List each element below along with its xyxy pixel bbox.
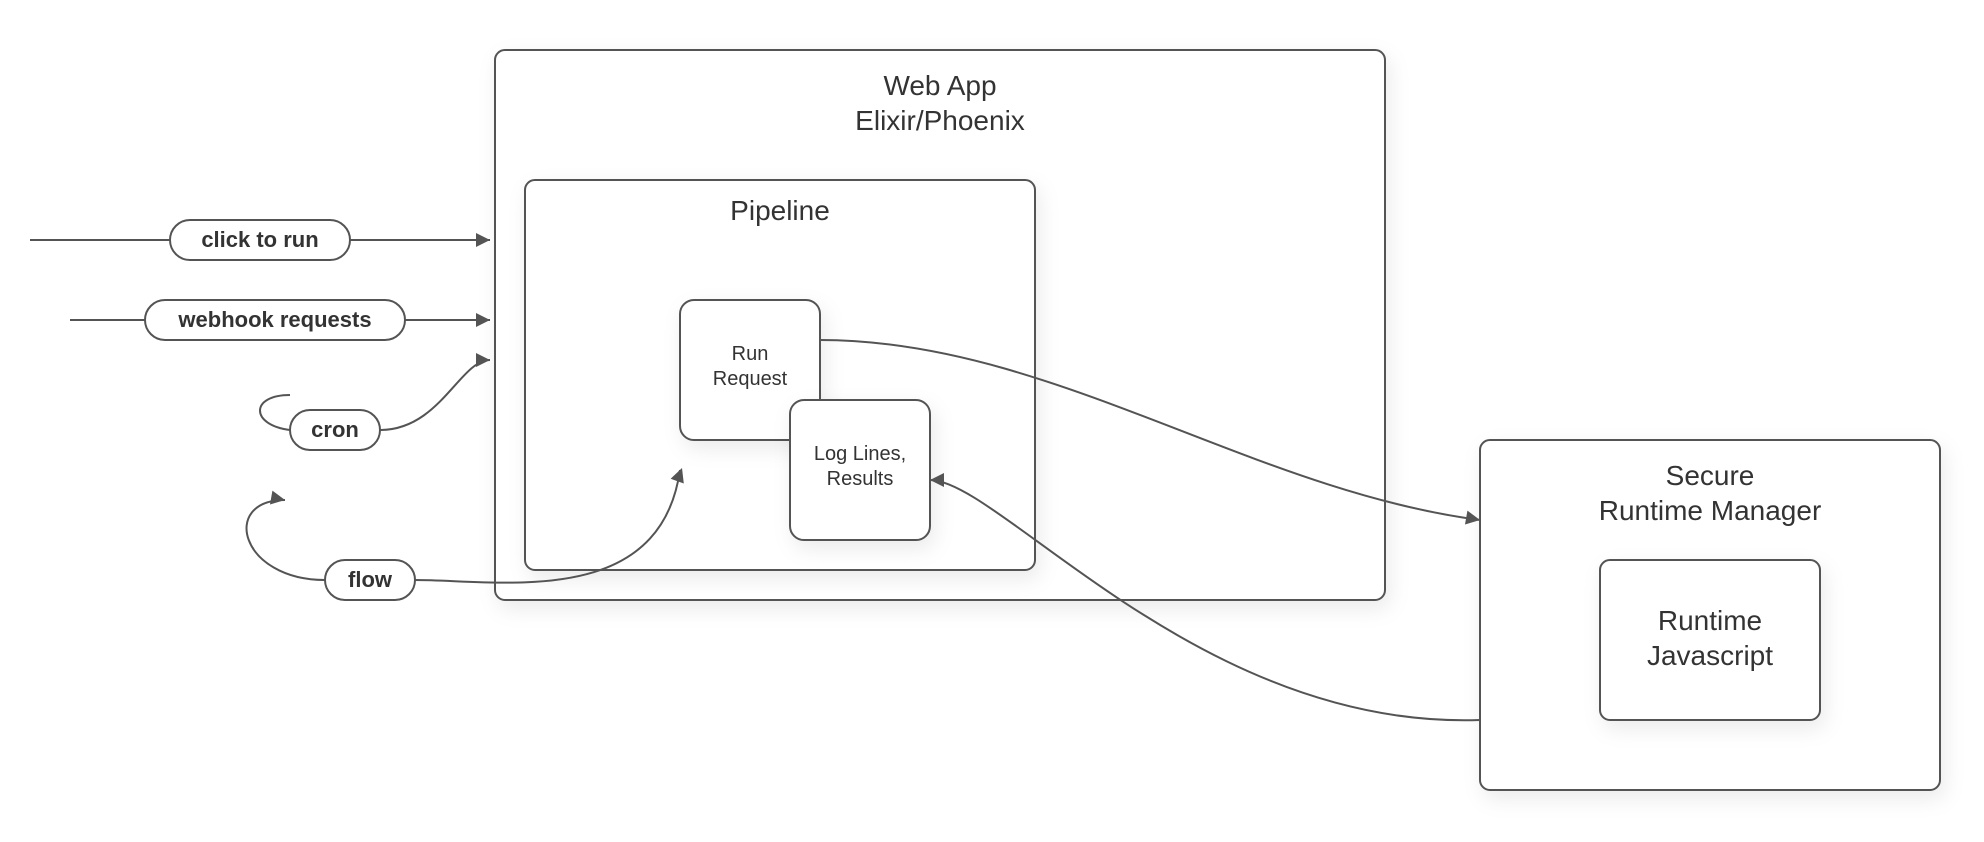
log-lines-label-1: Log Lines, — [814, 443, 906, 465]
run-request-label-1: Run — [732, 343, 769, 365]
edge-cron-arrow — [380, 360, 490, 430]
edge-flow-tail — [247, 500, 325, 580]
webapp-title-line2: Elixir/Phoenix — [855, 105, 1025, 136]
runtime-js-label-2: Javascript — [1647, 640, 1773, 671]
arrowhead-click-arrow — [476, 233, 490, 247]
arrowhead-run-to-rtm — [1465, 511, 1480, 525]
pill-click-label: click to run — [201, 227, 318, 252]
log-lines-label-2: Results — [827, 468, 894, 490]
edge-cron-tail — [260, 395, 290, 430]
pill-webhook-label: webhook requests — [177, 307, 371, 332]
arrowhead-webhook-arrow — [476, 313, 490, 327]
webapp-title-line1: Web App — [883, 70, 996, 101]
runtime-manager-title-1: Secure — [1666, 460, 1755, 491]
pipeline-title: Pipeline — [730, 195, 830, 226]
runtime-js-label-1: Runtime — [1658, 605, 1762, 636]
pill-webhook-requests: webhook requests — [145, 300, 405, 340]
pill-flow: flow — [325, 560, 415, 600]
pill-cron-label: cron — [311, 417, 359, 442]
arrowhead-flow-tail — [270, 491, 285, 505]
arrowhead-cron-arrow — [476, 353, 490, 367]
pill-click-to-run: click to run — [170, 220, 350, 260]
run-request-label-2: Request — [713, 368, 788, 390]
runtime-manager-title-2: Runtime Manager — [1599, 495, 1822, 526]
pill-cron: cron — [290, 410, 380, 450]
pill-flow-label: flow — [348, 567, 393, 592]
